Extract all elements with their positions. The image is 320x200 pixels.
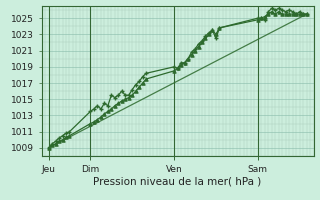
X-axis label: Pression niveau de la mer( hPa ): Pression niveau de la mer( hPa ) <box>93 177 262 187</box>
